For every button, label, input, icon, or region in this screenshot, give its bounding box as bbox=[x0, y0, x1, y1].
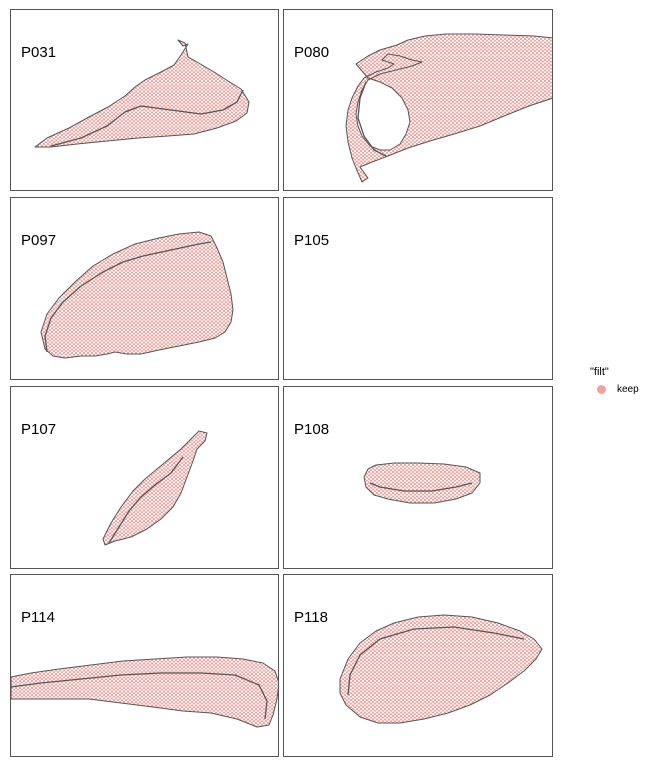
tissue-section bbox=[345, 33, 552, 183]
panel-label: P118 bbox=[294, 609, 328, 626]
tissue-contour bbox=[44, 241, 212, 353]
panel-label: P108 bbox=[294, 421, 330, 438]
facet-panel: P114 bbox=[10, 574, 279, 757]
panel-label: P105 bbox=[294, 232, 330, 249]
tissue-plot bbox=[345, 33, 552, 183]
facet-panel: P105 bbox=[283, 197, 553, 380]
tissue-section bbox=[339, 614, 543, 724]
tissue-plot bbox=[102, 430, 208, 546]
tissue-section bbox=[11, 656, 278, 728]
tissue-section bbox=[34, 39, 250, 148]
tissue-contour bbox=[369, 482, 473, 492]
tissue-contour bbox=[108, 456, 184, 544]
tissue-plot bbox=[34, 39, 250, 148]
tissue-plot bbox=[40, 231, 234, 359]
legend: "filt" keep bbox=[590, 366, 639, 395]
legend-key-dot bbox=[597, 385, 606, 394]
tissue-contour bbox=[347, 626, 525, 696]
facet-panel: P031 bbox=[10, 9, 279, 191]
tissue-plot bbox=[11, 656, 278, 728]
tissue-contour bbox=[50, 89, 244, 147]
facet-panel: P108 bbox=[283, 386, 553, 569]
facet-panel: P097 bbox=[10, 197, 279, 380]
panel-label: P114 bbox=[21, 609, 55, 626]
panel-label: P080 bbox=[294, 44, 330, 61]
legend-title: "filt" bbox=[590, 366, 609, 378]
facet-panel: P118 bbox=[283, 574, 553, 757]
tissue-section bbox=[363, 462, 481, 504]
facet-panel: P107 bbox=[10, 386, 279, 569]
tissue-contour bbox=[357, 81, 387, 157]
panel-label: P097 bbox=[21, 232, 57, 249]
tissue-plot bbox=[284, 198, 552, 379]
legend-label: keep bbox=[617, 384, 639, 395]
panel-label: P107 bbox=[21, 421, 57, 438]
tissue-plot bbox=[339, 614, 543, 724]
legend-item: keep bbox=[590, 384, 639, 395]
facet-panel: P080 bbox=[283, 9, 553, 191]
tissue-contour bbox=[11, 672, 268, 720]
panel-label: P031 bbox=[21, 44, 57, 61]
tissue-section bbox=[40, 231, 234, 359]
tissue-plot bbox=[363, 462, 481, 504]
